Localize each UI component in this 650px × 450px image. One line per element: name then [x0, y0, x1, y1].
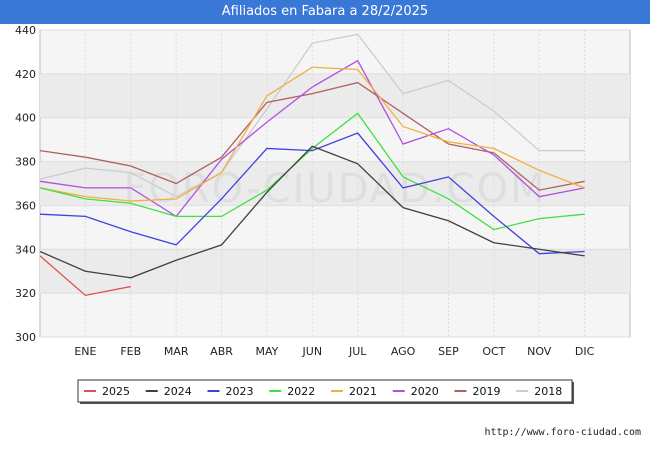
legend-label-2020: 2020: [411, 385, 439, 398]
x-tick-label: SEP: [438, 345, 459, 358]
series-line-2019: [39, 81, 585, 191]
y-tick-label: 400: [15, 112, 36, 125]
x-tick-label: JUL: [348, 345, 367, 358]
x-tick-label: DIC: [575, 345, 595, 358]
y-tick-label: 440: [15, 24, 36, 37]
x-tick-label: AGO: [391, 345, 416, 358]
grid-band: [40, 73, 630, 118]
y-tick-label: 420: [15, 68, 36, 81]
legend-label-2025: 2025: [102, 385, 130, 398]
x-tick-label: JUN: [302, 345, 323, 358]
x-tick-label: ABR: [210, 345, 233, 358]
chart-title: Afiliados en Fabara a 28/2/2025: [0, 0, 650, 24]
series-line-2025: [39, 255, 131, 297]
legend-label-2019: 2019: [473, 385, 501, 398]
x-tick-label: MAR: [164, 345, 189, 358]
legend-label-2021: 2021: [349, 385, 377, 398]
x-tick-label: FEB: [120, 345, 141, 358]
series-line-2018: [39, 33, 585, 198]
line-chart: FORO-CIUDAD.COM 300320340360380400420440…: [15, 24, 631, 404]
legend-label-2023: 2023: [226, 385, 254, 398]
y-tick-label: 340: [15, 243, 36, 256]
x-tick-label: OCT: [482, 345, 505, 358]
series-line-2024: [39, 145, 585, 279]
x-tick-label: ENE: [74, 345, 96, 358]
source-link[interactable]: http://www.foro-ciudad.com: [484, 427, 641, 438]
y-tick-label: 320: [15, 287, 36, 300]
legend-label-2022: 2022: [287, 385, 315, 398]
series-line-2021: [39, 66, 585, 202]
y-tick-label: 380: [15, 156, 36, 169]
legend-box: [77, 379, 573, 403]
x-tick-label: MAY: [255, 345, 278, 358]
series-line-2023: [39, 132, 585, 255]
legend: 2025 2024 2023 2022 2021 2020 2019 2018: [77, 379, 574, 404]
y-tick-label: 360: [15, 199, 36, 212]
series-line-2022: [39, 112, 585, 231]
y-tick-label: 300: [15, 331, 36, 344]
x-tick-label: NOV: [527, 345, 552, 358]
grid-band: [40, 249, 630, 294]
legend-label-2018: 2018: [534, 385, 562, 398]
series-line-2020: [39, 59, 585, 218]
legend-label-2024: 2024: [164, 385, 192, 398]
